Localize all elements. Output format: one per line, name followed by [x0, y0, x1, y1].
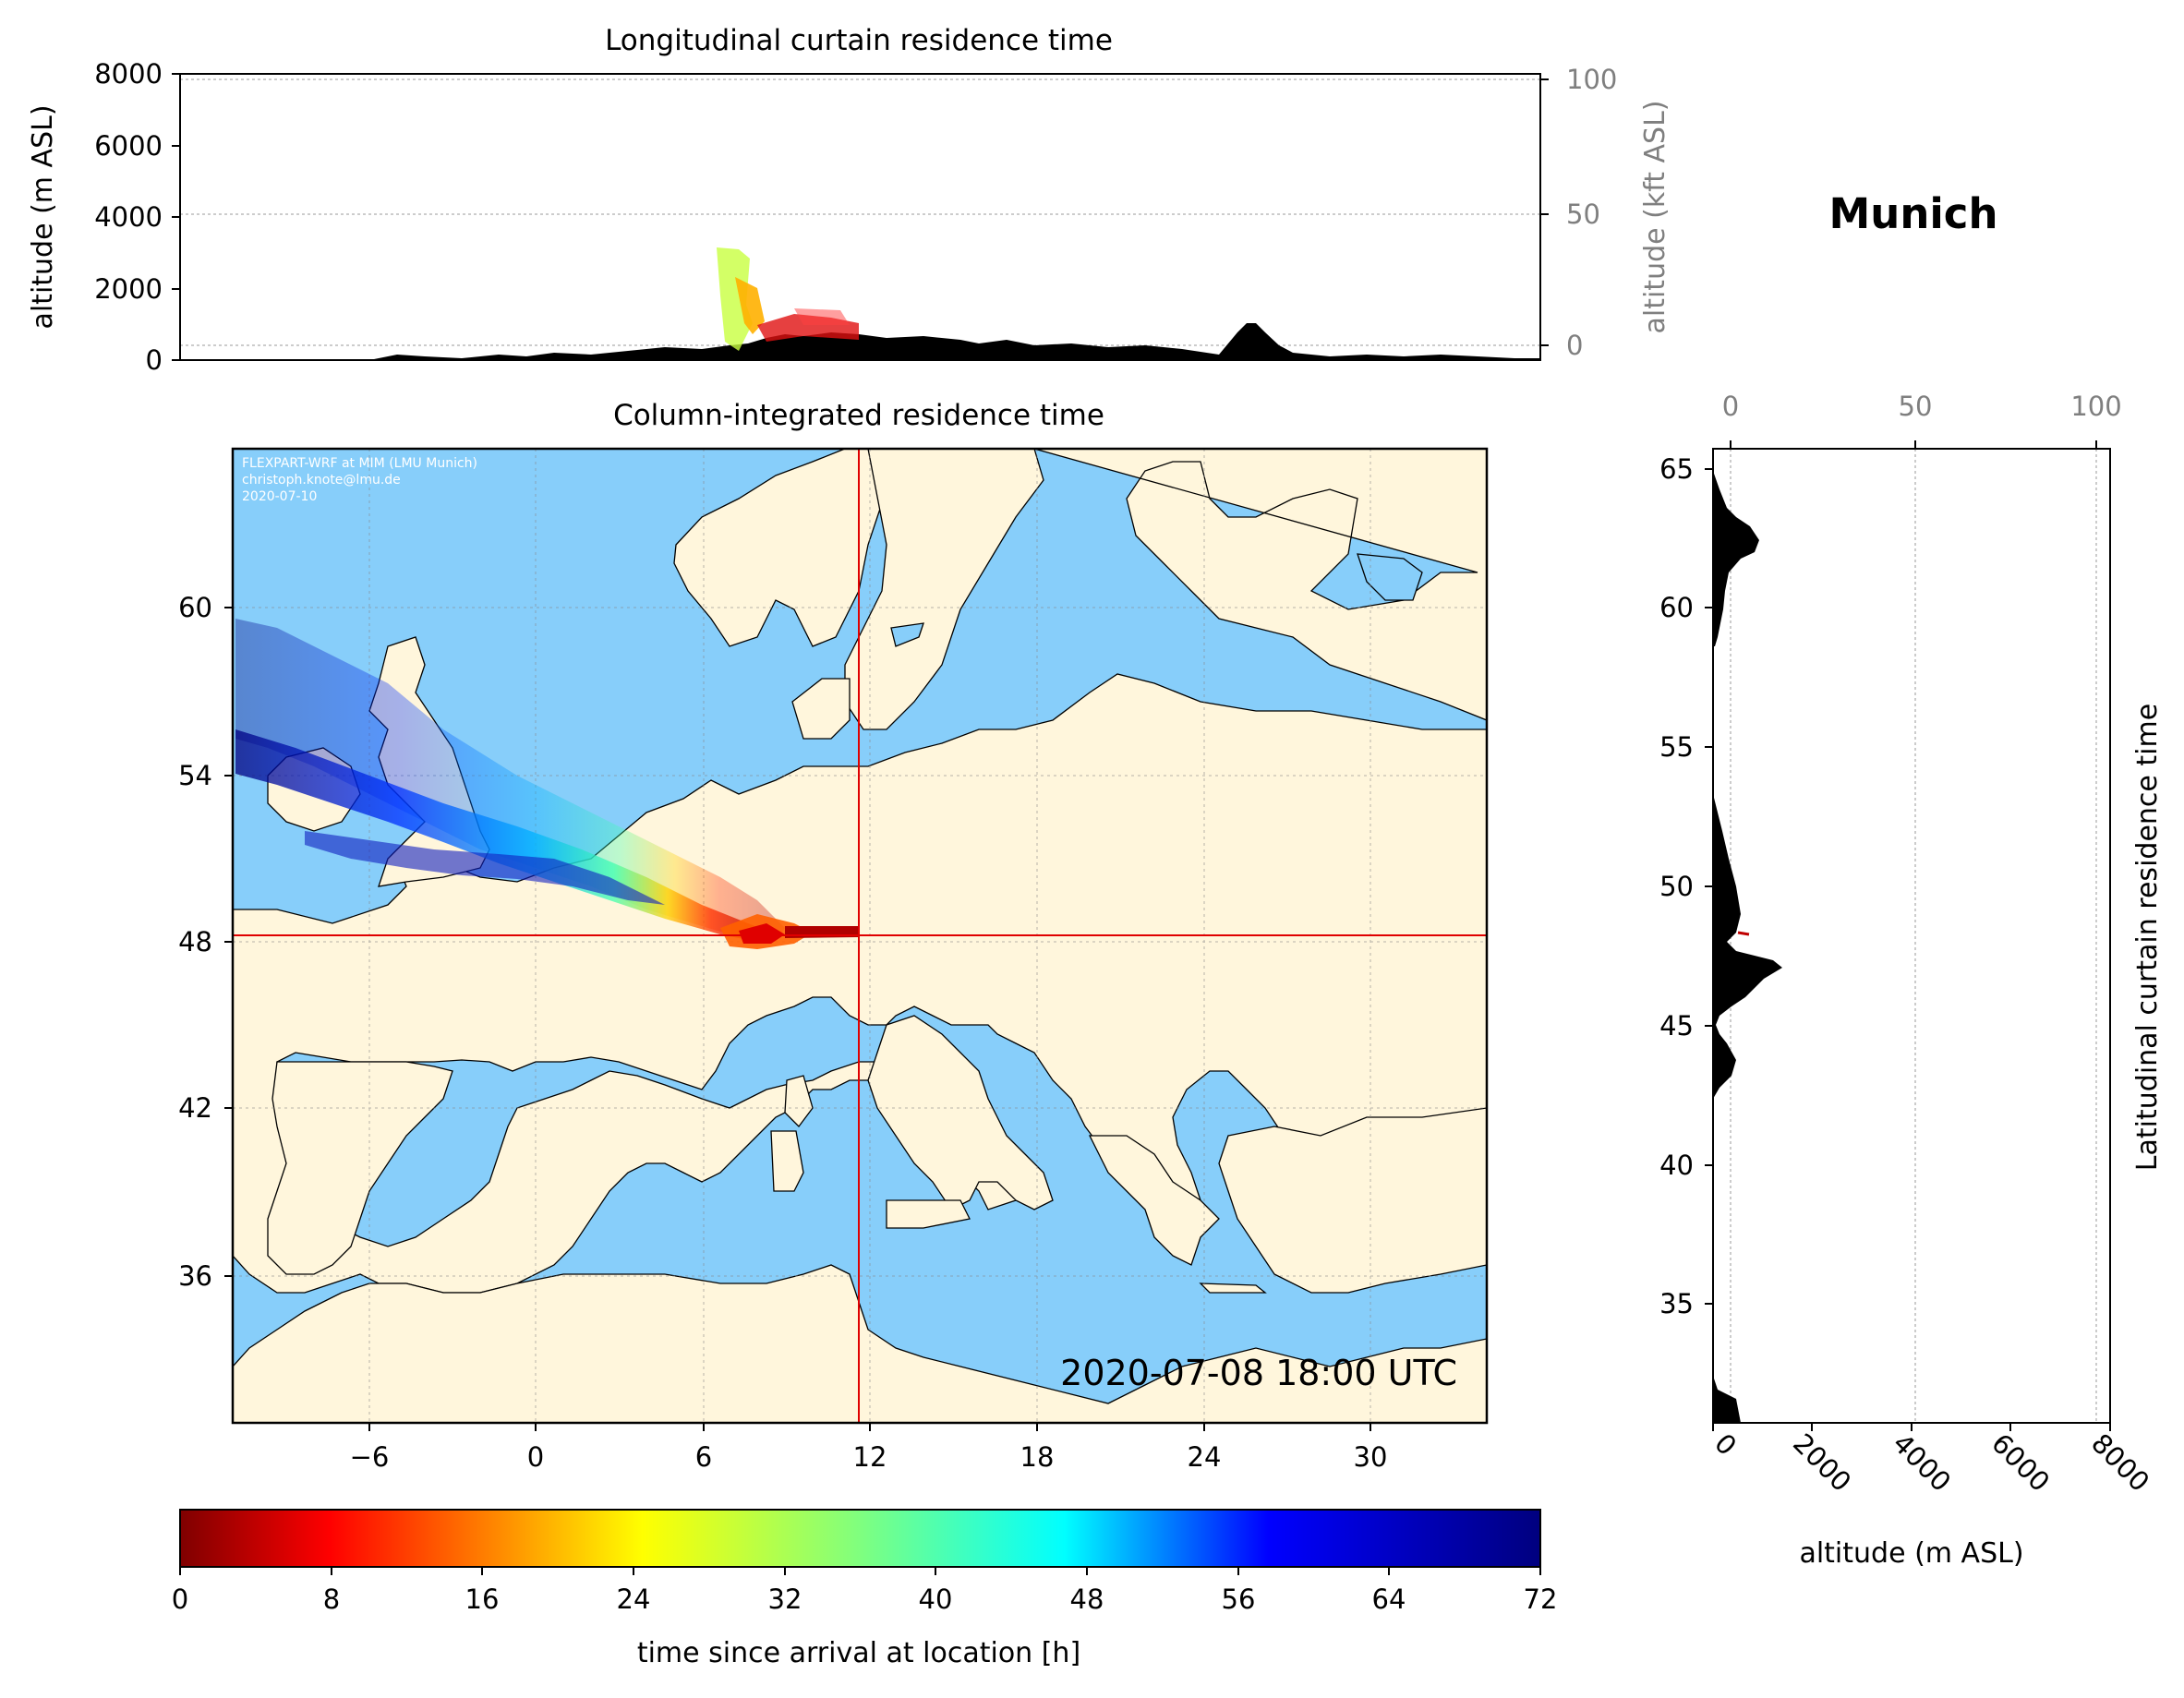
map-ticks: [224, 607, 1371, 1431]
lat-ytick: 55: [1659, 731, 1694, 763]
colorbar-tick: 64: [1372, 1584, 1406, 1615]
lat-xtick: 0: [1708, 1427, 1743, 1462]
lat-ytick: 35: [1659, 1288, 1694, 1319]
lat-xtick-top: 100: [2070, 391, 2121, 422]
lat-ytick: 50: [1659, 871, 1694, 902]
colorbar-tick: 24: [617, 1584, 651, 1615]
longitudinal-title: Longitudinal curtain residence time: [605, 24, 1113, 57]
colorbar-tick: 40: [919, 1584, 953, 1615]
colorbar-label: time since arrival at location [h]: [637, 1637, 1080, 1669]
lon-ytick: 8000: [94, 58, 163, 90]
map-xtick: 6: [695, 1441, 712, 1473]
colorbar-gradient: [179, 1509, 1541, 1568]
credit-line: christoph.knote@lmu.de: [242, 473, 401, 488]
map-xtick: 12: [853, 1441, 887, 1473]
map-xtick: −6: [350, 1441, 390, 1473]
colorbar: 0 8 16 24 32 40 48 56 64 72 time since a…: [172, 1509, 1558, 1669]
lon-ytick: 6000: [94, 130, 163, 162]
latitudinal-plume: [1737, 931, 1750, 936]
lat-ytick: 60: [1659, 592, 1694, 623]
colorbar-tick: 32: [768, 1584, 802, 1615]
longitudinal-frame: [179, 73, 1541, 361]
colorbar-tick: 48: [1070, 1584, 1104, 1615]
timestamp: 2020-07-08 18:00 UTC: [1060, 1353, 1457, 1393]
map-xtick: 24: [1188, 1441, 1222, 1473]
lon-ytick: 4000: [94, 201, 163, 233]
terrain-profile: [180, 323, 1540, 360]
colorbar-tick: 8: [323, 1584, 340, 1615]
lat-xlabel: altitude (m ASL): [1799, 1537, 2023, 1570]
map-ytick: 48: [178, 926, 212, 957]
lon-ytick: 0: [146, 344, 163, 376]
lat-ytick: 45: [1659, 1010, 1694, 1042]
lat-xtick: 4000: [1887, 1427, 1957, 1498]
lat-xtick-top: 50: [1899, 391, 1933, 422]
longitudinal-plume: [717, 247, 859, 351]
colorbar-tick: 72: [1524, 1584, 1558, 1615]
latitudinal-gridlines: [1730, 449, 2097, 1423]
colorbar-ticks: [179, 1567, 1541, 1575]
plume: [235, 619, 859, 949]
longitudinal-yticks: [172, 73, 1549, 361]
map-panel: Column-integrated residence time: [178, 399, 1489, 1473]
latitudinal-panel: 0 2000 4000 6000 8000 0 50 100 35 40 45 …: [1659, 391, 2164, 1570]
lon-ytick-right: 50: [1566, 199, 1600, 230]
lat-xtick: 2000: [1787, 1427, 1857, 1498]
lat-ytick: 40: [1659, 1150, 1694, 1181]
map-xtick: 18: [1020, 1441, 1055, 1473]
colorbar-tick: 16: [465, 1584, 500, 1615]
lat-ytick: 65: [1659, 453, 1694, 485]
credit-line: FLEXPART-WRF at MIM (LMU Munich): [242, 456, 477, 471]
lat-xtick-top: 0: [1722, 391, 1739, 422]
location-title: Munich: [1829, 189, 1998, 238]
map-xtick: 30: [1354, 1441, 1388, 1473]
lat-xtick: 6000: [1985, 1427, 2056, 1498]
lon-ylabel-right: altitude (kft ASL): [1639, 100, 1671, 333]
longitudinal-panel: Longitudinal curtain residence time 8000…: [27, 24, 1671, 376]
latitudinal-frame: [1712, 448, 2111, 1424]
map-frame: [231, 447, 1489, 1425]
latitudinal-ticks: [1705, 440, 2111, 1431]
map-xtick: 0: [527, 1441, 544, 1473]
credit-line: 2020-07-10: [242, 489, 317, 504]
lon-ytick: 2000: [94, 273, 163, 305]
map-ytick: 36: [178, 1260, 212, 1292]
lon-ytick-right: 100: [1566, 64, 1617, 95]
lat-xtick: 8000: [2085, 1427, 2155, 1498]
map-title: Column-integrated residence time: [613, 399, 1104, 432]
latitudinal-terrain: [1713, 449, 1782, 1423]
map-ytick: 54: [178, 760, 212, 791]
lon-ytick-right: 0: [1566, 330, 1583, 361]
map-ytick: 42: [178, 1092, 212, 1124]
longitudinal-gridlines: [180, 78, 1540, 346]
lat-ylabel-right: Latitudinal curtain residence time: [2131, 704, 2164, 1171]
colorbar-tick: 0: [172, 1584, 188, 1615]
colorbar-tick: 56: [1222, 1584, 1256, 1615]
lon-ylabel: altitude (m ASL): [27, 104, 59, 329]
map-ytick: 60: [178, 592, 212, 623]
